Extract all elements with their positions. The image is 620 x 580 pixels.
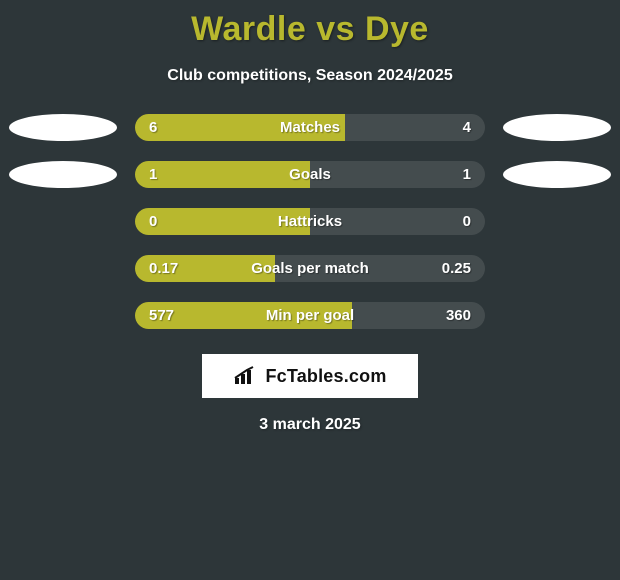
left-spacer xyxy=(9,255,117,282)
stat-right-value: 0.25 xyxy=(442,255,471,282)
stat-row-min-per-goal: 577 Min per goal 360 xyxy=(0,301,620,330)
comparison-stats: 6 Matches 4 1 Goals 1 0 Hattri xyxy=(0,113,620,330)
left-spacer xyxy=(9,302,117,329)
stat-label: Goals xyxy=(135,161,485,188)
page: Wardle vs Dye Club competitions, Season … xyxy=(0,0,620,580)
stat-label: Matches xyxy=(135,114,485,141)
page-title: Wardle vs Dye xyxy=(0,0,620,49)
right-spacer xyxy=(503,208,611,235)
left-oval xyxy=(9,161,117,188)
stat-row-goals-per-match: 0.17 Goals per match 0.25 xyxy=(0,254,620,283)
stat-label: Goals per match xyxy=(135,255,485,282)
stat-label: Hattricks xyxy=(135,208,485,235)
right-oval xyxy=(503,114,611,141)
stat-bar-hattricks: 0 Hattricks 0 xyxy=(135,208,485,235)
stat-right-value: 1 xyxy=(463,161,471,188)
right-oval xyxy=(503,161,611,188)
stat-row-goals: 1 Goals 1 xyxy=(0,160,620,189)
brand-text: FcTables.com xyxy=(265,366,386,387)
page-subtitle: Club competitions, Season 2024/2025 xyxy=(0,67,620,85)
stat-bar-goals-per-match: 0.17 Goals per match 0.25 xyxy=(135,255,485,282)
right-spacer xyxy=(503,255,611,282)
right-spacer xyxy=(503,302,611,329)
stat-bar-min-per-goal: 577 Min per goal 360 xyxy=(135,302,485,329)
stat-bar-goals: 1 Goals 1 xyxy=(135,161,485,188)
stat-label: Min per goal xyxy=(135,302,485,329)
stat-right-value: 4 xyxy=(463,114,471,141)
stat-right-value: 360 xyxy=(446,302,471,329)
chart-icon xyxy=(233,366,259,386)
left-oval xyxy=(9,114,117,141)
stat-bar-matches: 6 Matches 4 xyxy=(135,114,485,141)
left-spacer xyxy=(9,208,117,235)
stat-row-hattricks: 0 Hattricks 0 xyxy=(0,207,620,236)
stat-right-value: 0 xyxy=(463,208,471,235)
brand-badge: FcTables.com xyxy=(202,354,418,398)
stat-row-matches: 6 Matches 4 xyxy=(0,113,620,142)
footer-date: 3 march 2025 xyxy=(0,416,620,434)
